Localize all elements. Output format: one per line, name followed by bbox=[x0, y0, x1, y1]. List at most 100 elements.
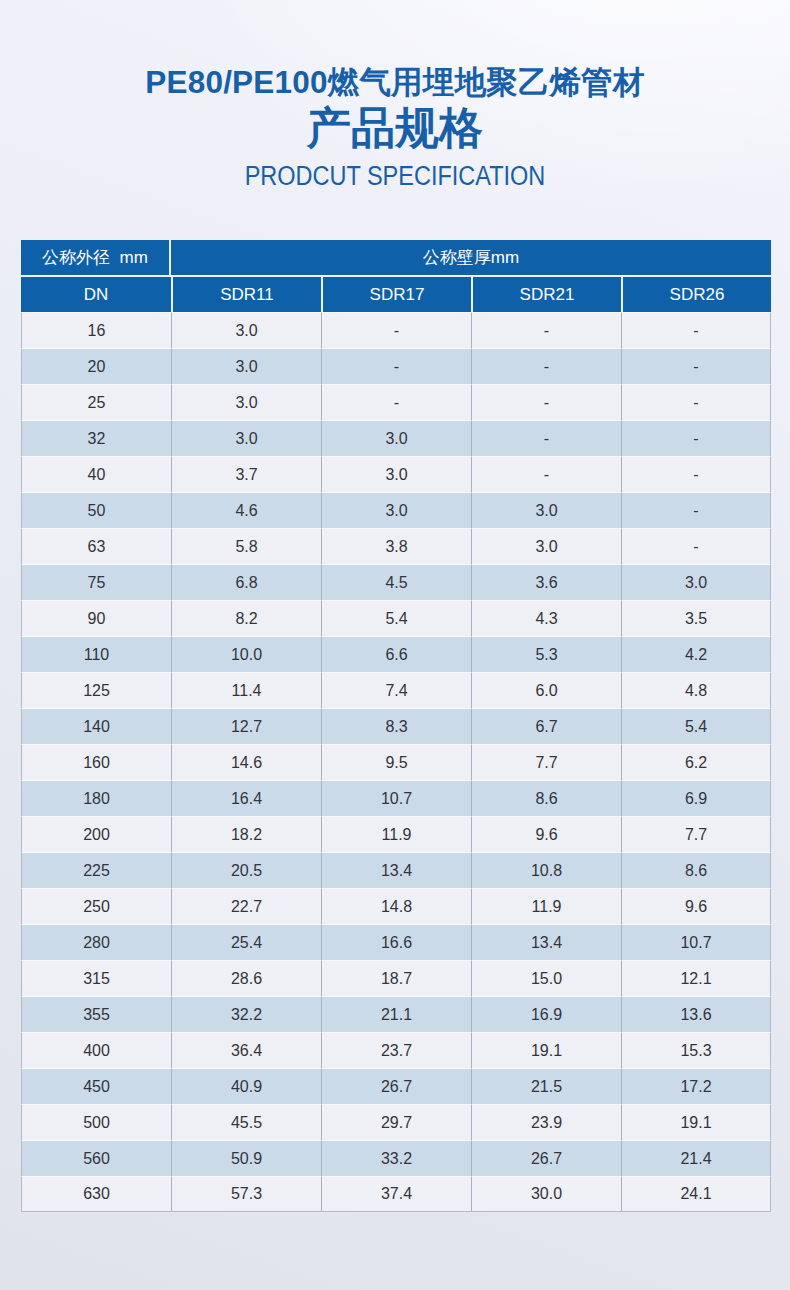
value-cell: 7.7 bbox=[621, 816, 771, 852]
value-cell: - bbox=[471, 456, 621, 492]
value-cell: 30.0 bbox=[471, 1176, 621, 1212]
value-cell: - bbox=[471, 312, 621, 348]
table-row: 18016.410.78.66.9 bbox=[21, 780, 771, 816]
table-row: 56050.933.226.721.4 bbox=[21, 1140, 771, 1176]
value-cell: 26.7 bbox=[471, 1140, 621, 1176]
dn-cell: 630 bbox=[21, 1176, 171, 1212]
dn-cell: 63 bbox=[21, 528, 171, 564]
value-cell: 20.5 bbox=[171, 852, 321, 888]
dn-cell: 180 bbox=[21, 780, 171, 816]
value-cell: - bbox=[621, 420, 771, 456]
value-cell: 10.0 bbox=[171, 636, 321, 672]
value-cell: 6.2 bbox=[621, 744, 771, 780]
dn-cell: 160 bbox=[21, 744, 171, 780]
outer-diameter-header: 公称外径 mm bbox=[21, 240, 171, 277]
table-row: 908.25.44.33.5 bbox=[21, 600, 771, 636]
column-header-sdr26: SDR26 bbox=[621, 277, 771, 312]
table-row: 50045.529.723.919.1 bbox=[21, 1104, 771, 1140]
value-cell: 22.7 bbox=[171, 888, 321, 924]
value-cell: 7.7 bbox=[471, 744, 621, 780]
value-cell: 23.7 bbox=[321, 1032, 471, 1068]
value-cell: - bbox=[621, 456, 771, 492]
value-cell: 3.6 bbox=[471, 564, 621, 600]
dn-cell: 40 bbox=[21, 456, 171, 492]
table-header-row: DN SDR11 SDR17 SDR21 SDR26 bbox=[21, 277, 771, 312]
value-cell: 29.7 bbox=[321, 1104, 471, 1140]
table-row: 16014.69.57.76.2 bbox=[21, 744, 771, 780]
value-cell: 21.5 bbox=[471, 1068, 621, 1104]
table-row: 323.03.0-- bbox=[21, 420, 771, 456]
value-cell: 3.8 bbox=[321, 528, 471, 564]
value-cell: - bbox=[321, 348, 471, 384]
dn-cell: 25 bbox=[21, 384, 171, 420]
value-cell: 4.6 bbox=[171, 492, 321, 528]
column-header-dn: DN bbox=[21, 277, 171, 312]
table-row: 40036.423.719.115.3 bbox=[21, 1032, 771, 1068]
value-cell: - bbox=[471, 420, 621, 456]
value-cell: 11.4 bbox=[171, 672, 321, 708]
value-cell: 16.9 bbox=[471, 996, 621, 1032]
value-cell: - bbox=[471, 348, 621, 384]
table-row: 20018.211.99.67.7 bbox=[21, 816, 771, 852]
dn-cell: 315 bbox=[21, 960, 171, 996]
dn-cell: 75 bbox=[21, 564, 171, 600]
value-cell: - bbox=[621, 348, 771, 384]
value-cell: 19.1 bbox=[621, 1104, 771, 1140]
value-cell: 28.6 bbox=[171, 960, 321, 996]
value-cell: 3.0 bbox=[171, 348, 321, 384]
table-row: 25022.714.811.99.6 bbox=[21, 888, 771, 924]
value-cell: 3.7 bbox=[171, 456, 321, 492]
value-cell: - bbox=[621, 384, 771, 420]
value-cell: 3.0 bbox=[321, 420, 471, 456]
value-cell: 18.2 bbox=[171, 816, 321, 852]
dn-cell: 500 bbox=[21, 1104, 171, 1140]
table-row: 635.83.83.0- bbox=[21, 528, 771, 564]
column-header-sdr21: SDR21 bbox=[471, 277, 621, 312]
value-cell: 8.6 bbox=[471, 780, 621, 816]
value-cell: 36.4 bbox=[171, 1032, 321, 1068]
spec-table-container: 公称外径 mm 公称壁厚mm DN SDR11 SDR17 SDR21 SDR2… bbox=[21, 240, 771, 1212]
value-cell: 21.4 bbox=[621, 1140, 771, 1176]
value-cell: 16.6 bbox=[321, 924, 471, 960]
value-cell: 37.4 bbox=[321, 1176, 471, 1212]
value-cell: 3.0 bbox=[471, 492, 621, 528]
value-cell: 4.8 bbox=[621, 672, 771, 708]
value-cell: 3.0 bbox=[171, 420, 321, 456]
table-row: 28025.416.613.410.7 bbox=[21, 924, 771, 960]
page-subtitle: 产品规格 bbox=[0, 99, 790, 158]
value-cell: 10.7 bbox=[321, 780, 471, 816]
dn-cell: 400 bbox=[21, 1032, 171, 1068]
dn-cell: 16 bbox=[21, 312, 171, 348]
value-cell: 33.2 bbox=[321, 1140, 471, 1176]
value-cell: 6.7 bbox=[471, 708, 621, 744]
column-header-sdr17: SDR17 bbox=[321, 277, 471, 312]
table-row: 163.0--- bbox=[21, 312, 771, 348]
dn-cell: 20 bbox=[21, 348, 171, 384]
value-cell: 10.8 bbox=[471, 852, 621, 888]
table-row: 12511.47.46.04.8 bbox=[21, 672, 771, 708]
spec-table: 公称外径 mm 公称壁厚mm DN SDR11 SDR17 SDR21 SDR2… bbox=[21, 240, 771, 1212]
value-cell: - bbox=[621, 528, 771, 564]
value-cell: 5.3 bbox=[471, 636, 621, 672]
table-row: 203.0--- bbox=[21, 348, 771, 384]
table-row: 504.63.03.0- bbox=[21, 492, 771, 528]
value-cell: 4.2 bbox=[621, 636, 771, 672]
value-cell: 25.4 bbox=[171, 924, 321, 960]
value-cell: 19.1 bbox=[471, 1032, 621, 1068]
table-row: 403.73.0-- bbox=[21, 456, 771, 492]
dn-cell: 50 bbox=[21, 492, 171, 528]
value-cell: 10.7 bbox=[621, 924, 771, 960]
value-cell: 13.4 bbox=[471, 924, 621, 960]
value-cell: 11.9 bbox=[471, 888, 621, 924]
value-cell: 3.0 bbox=[321, 492, 471, 528]
value-cell: 18.7 bbox=[321, 960, 471, 996]
table-row: 14012.78.36.75.4 bbox=[21, 708, 771, 744]
value-cell: 3.5 bbox=[621, 600, 771, 636]
dn-cell: 355 bbox=[21, 996, 171, 1032]
dn-cell: 32 bbox=[21, 420, 171, 456]
value-cell: 8.3 bbox=[321, 708, 471, 744]
value-cell: 6.6 bbox=[321, 636, 471, 672]
value-cell: 7.4 bbox=[321, 672, 471, 708]
value-cell: 4.5 bbox=[321, 564, 471, 600]
table-row: 63057.337.430.024.1 bbox=[21, 1176, 771, 1212]
